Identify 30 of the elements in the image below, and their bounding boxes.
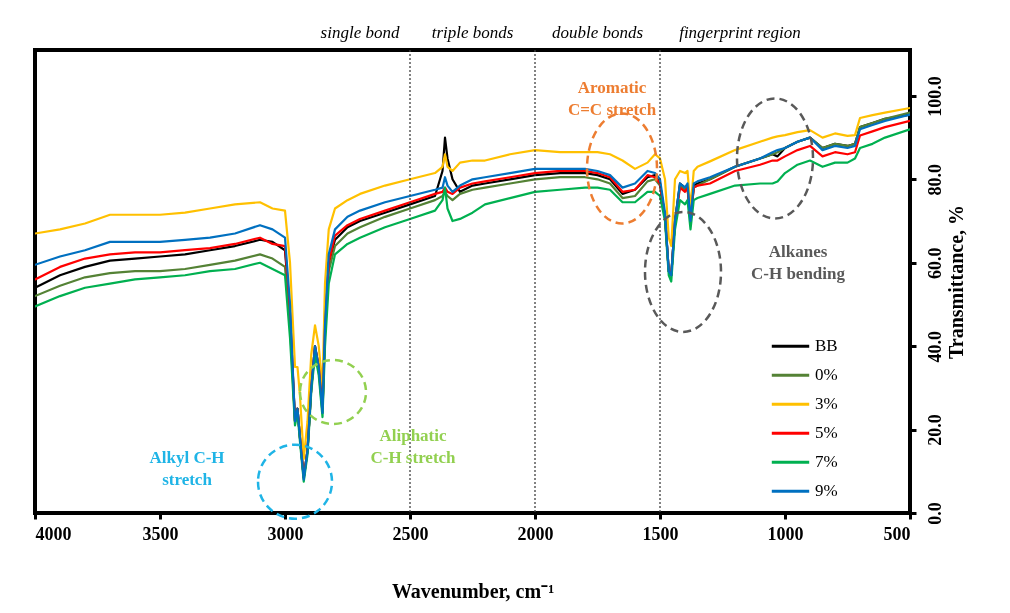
text: triple bonds (431, 23, 514, 42)
x-tick-label: 3500 (142, 523, 179, 544)
legend-label: 0% (815, 365, 838, 385)
annotation: Alkanes C-H bending (751, 241, 846, 283)
y-tick-label: 0.0 (924, 502, 945, 525)
y-axis-title: Transmittance, % (944, 204, 967, 360)
legend-label: 3% (815, 394, 838, 414)
legend-label: 9% (815, 481, 838, 501)
legend-label: BB (815, 336, 838, 356)
text: double bonds (551, 23, 644, 42)
annotation: Aromatic C=C stretch (567, 78, 657, 120)
text: fingerprint region (679, 23, 801, 42)
x-tick-label: 2500 (392, 523, 429, 544)
x-tick-label: 1500 (642, 523, 679, 544)
y-tick-label: 40.0 (924, 330, 945, 363)
y-tick-label: 100.0 (924, 76, 945, 117)
x-tick-label: 1000 (767, 523, 804, 544)
annotation: Aliphatic C-H stretch (370, 426, 457, 468)
legend-label: 5% (815, 423, 838, 443)
x-tick-label: 4000 (35, 523, 72, 544)
x-tick-label: 2000 (517, 523, 554, 544)
x-tick-label: 3000 (267, 523, 304, 544)
text: single bond (320, 23, 400, 42)
y-tick-label: 60.0 (924, 247, 945, 279)
x-tick-label: 500 (883, 523, 911, 544)
y-tick-label: 80.0 (924, 164, 945, 196)
legend-label: 7% (815, 452, 838, 472)
annotation: Alkyl C-H stretch (149, 447, 225, 489)
y-tick-label: 20.0 (924, 414, 945, 446)
x-axis-title: Wavenumber, cm⁻¹ (391, 579, 555, 602)
